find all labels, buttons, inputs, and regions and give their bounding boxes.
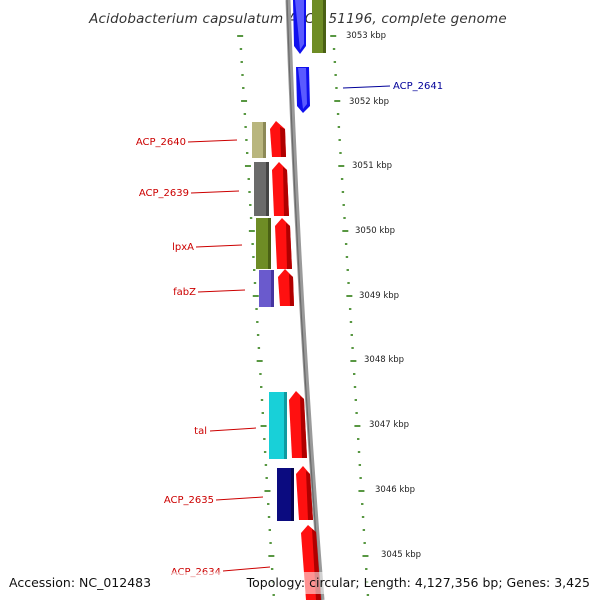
gene-arrow-highlight: [295, 0, 304, 50]
tick-label: 3049 kbp: [359, 291, 399, 301]
cog-bar: [269, 392, 287, 459]
gene-arrow-shade: [289, 274, 294, 306]
cog-bar-shade: [266, 162, 269, 216]
leader-line: [195, 244, 243, 248]
gene-label-lpxa[interactable]: lpxA: [172, 242, 194, 253]
cog-bar-shade: [271, 270, 274, 307]
gene-label-acp2641[interactable]: ACP_2641: [393, 81, 443, 92]
gene-label-acp2639[interactable]: ACP_2639: [139, 188, 189, 199]
cog-bar: [277, 468, 294, 521]
gene-arrow-shade: [300, 396, 307, 458]
gene-arrow-shade: [280, 127, 286, 157]
footer-backdrop: [0, 572, 600, 594]
genome-backbone: [285, 0, 325, 600]
cog-bar: [259, 270, 274, 307]
gene-arrow-shade: [306, 471, 313, 520]
gene-label-tal[interactable]: tal: [194, 426, 207, 437]
kbp-axis: 3053 kbp 3052 kbp 3051 kbp 3050 kbp 3049…: [346, 31, 421, 560]
leader-line: [209, 427, 257, 432]
tick-label: 3047 kbp: [369, 420, 409, 430]
gene-label-acp2635[interactable]: ACP_2635: [164, 495, 214, 506]
cog-bar-shade: [291, 468, 294, 521]
leader-line: [215, 496, 264, 501]
tick-label: 3050 kbp: [355, 226, 395, 236]
leader-line: [197, 289, 246, 293]
tick-label: 3052 kbp: [349, 97, 389, 107]
cog-bar-shade: [284, 392, 287, 459]
leader-line: [342, 85, 391, 89]
cog-bar-shade: [263, 122, 266, 158]
tick-guides: [237, 35, 370, 596]
gene-label-acp2640[interactable]: ACP_2640: [136, 137, 186, 148]
gene-label-fabz[interactable]: fabZ: [173, 287, 196, 298]
forward-strand: [293, 0, 326, 113]
accession-label: Accession: NC_012483: [9, 575, 151, 590]
leader-line: [187, 139, 238, 143]
gene-arrow-shade: [283, 167, 289, 216]
tick-label: 3048 kbp: [364, 355, 404, 365]
cog-bar: [252, 122, 266, 158]
cog-bar: [256, 218, 271, 269]
tick-label: 3046 kbp: [375, 485, 415, 495]
topology-label: Topology: circular; Length: 4,127,356 bp…: [246, 575, 590, 590]
cog-bar-shade: [323, 0, 326, 53]
tick-label: 3045 kbp: [381, 550, 421, 560]
cog-bar: [312, 0, 325, 53]
cog-bar: [254, 162, 269, 216]
leader-line: [222, 566, 271, 572]
tick-label: 3053 kbp: [346, 31, 386, 41]
gene-arrow-shade: [286, 223, 292, 269]
cog-bar-shade: [268, 218, 271, 269]
tick-label: 3051 kbp: [352, 161, 392, 171]
leader-line: [190, 190, 240, 194]
gene-arrow-highlight: [298, 68, 307, 109]
